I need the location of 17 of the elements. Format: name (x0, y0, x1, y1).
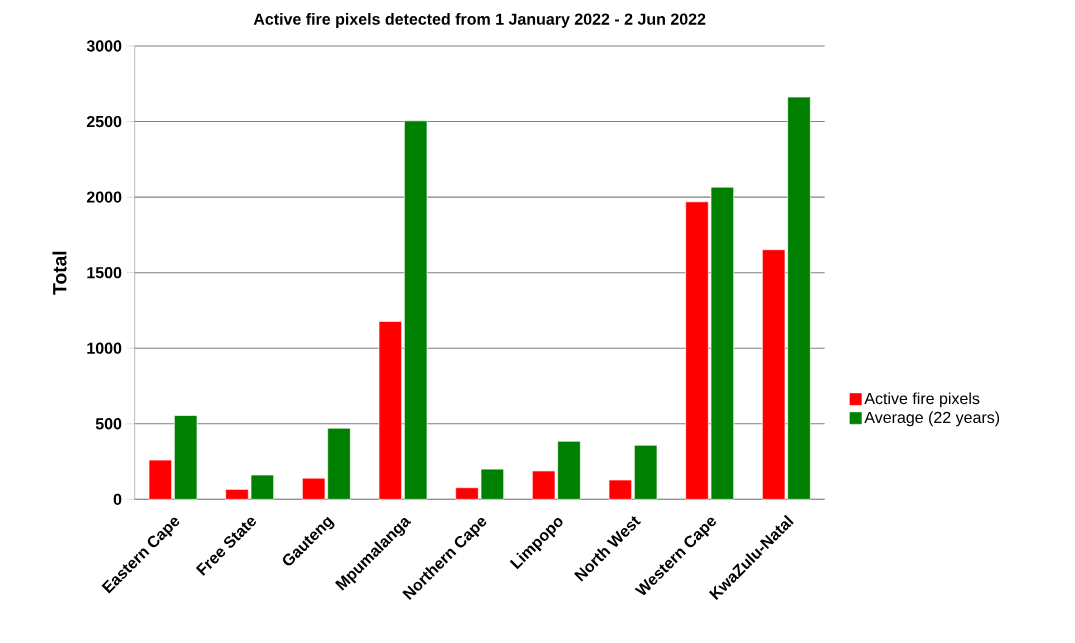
y-tick-label: 3000 (86, 40, 122, 52)
y-axis-title: Total (52, 251, 67, 295)
y-tick-label: 2000 (86, 191, 122, 203)
bar (403, 120, 428, 500)
y-tick-label: 500 (95, 418, 122, 430)
bar (148, 459, 173, 500)
legend-label: Average (22 years) (864, 411, 1000, 427)
y-tick-label: 1000 (87, 342, 122, 354)
y-tick-label: 0 (113, 493, 122, 505)
bar (173, 415, 198, 500)
bar (378, 321, 403, 500)
bar (608, 479, 633, 500)
y-tick-label: 1500 (87, 267, 122, 279)
chart-title: Active fire pixels detected from 1 January 2022 - 2 Jun 2022 (253, 13, 706, 28)
legend-label: Active fire pixels (864, 392, 980, 408)
bar (634, 444, 658, 500)
y-tick-label: 2500 (86, 115, 122, 128)
